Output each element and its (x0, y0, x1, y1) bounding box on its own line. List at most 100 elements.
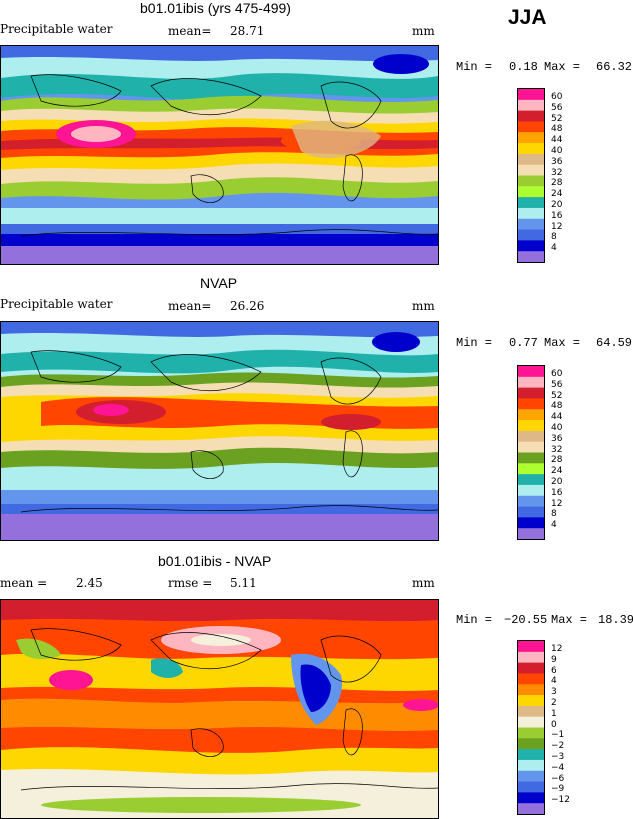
panel3-legend-label: 4 (551, 676, 557, 687)
legend-swatch (518, 121, 544, 133)
legend-swatch (518, 89, 544, 101)
panel1-variable: Precipitable water (0, 22, 113, 36)
panel2-mean-label: mean= (168, 299, 212, 313)
panel3-max-value: 18.39 (598, 613, 633, 627)
legend-swatch (518, 673, 544, 685)
panel1-legend-label: 52 (551, 113, 563, 124)
panel1-legend-label: 44 (551, 135, 563, 146)
panel2-legend-label: 44 (551, 412, 563, 423)
panel3-legend-svg (518, 641, 544, 815)
panel2-legend-label: 40 (551, 422, 563, 433)
panel3-legend-label: −9 (551, 784, 565, 795)
legend-swatch (518, 164, 544, 176)
panel3-legend-swatches (518, 641, 544, 815)
legend-swatch (518, 684, 544, 696)
legend-swatch (518, 759, 544, 772)
panel1-mean-value: 28.71 (230, 24, 265, 38)
panel1-legend-label: 40 (551, 145, 563, 156)
panel2-legend-label: 52 (551, 390, 563, 401)
panel3-map-field (1, 600, 438, 818)
panel3-mean-value: 2.45 (76, 576, 103, 590)
panel2-min-value: 0.77 (509, 336, 538, 350)
legend-swatch (518, 366, 544, 378)
panel3-min-label: Min = (456, 613, 493, 627)
panel1-legend-label: 28 (551, 178, 563, 189)
panel2-max-value: 64.59 (596, 336, 633, 350)
legend-swatch (518, 143, 544, 155)
panel3-rmse-value: 5.11 (230, 576, 257, 590)
panel1-legend-swatches (518, 89, 544, 263)
panel2-title: NVAP (200, 275, 238, 291)
panel3-legend-bar (517, 640, 545, 815)
panel3-legend-label: 2 (551, 697, 557, 708)
panel2-min-label: Min = (456, 336, 493, 350)
legend-swatch (518, 153, 544, 166)
panel1-map-field (1, 46, 438, 264)
panel1-map (0, 45, 439, 265)
panel1-legend-label: 48 (551, 124, 563, 135)
legend-swatch (518, 484, 544, 497)
legend-swatch (518, 517, 544, 529)
panel3-map (0, 599, 439, 819)
panel2-legend-bar (517, 365, 545, 540)
legend-swatch (518, 695, 544, 707)
legend-swatch (518, 207, 544, 220)
panel3-legend-label: −12 (551, 795, 570, 806)
panel1-legend-label: 12 (551, 221, 563, 232)
legend-swatch (518, 398, 544, 410)
panel3-mean-label: mean = (0, 576, 48, 590)
panel3-rmse-label: rmse = (168, 576, 213, 590)
legend-swatch (518, 229, 544, 241)
panel2-legend-label: 48 (551, 401, 563, 412)
season-label: JJA (508, 6, 547, 29)
panel1-unit: mm (412, 24, 435, 38)
panel1-legend-labels: 60 56 52 48 44 40 36 32 28 24 20 16 12 8… (551, 92, 591, 254)
panel3-title: b01.01ibis - NVAP (158, 553, 272, 569)
panel2-legend-swatches (518, 366, 544, 540)
legend-swatch (518, 705, 544, 718)
panel2-map (0, 321, 439, 541)
legend-swatch (518, 651, 544, 664)
panel3-legend-label: 12 (551, 644, 563, 654)
legend-swatch (518, 662, 544, 674)
panel3-max-label: Max = (551, 613, 588, 627)
panel1-max-label: Max = (544, 60, 581, 74)
panel1-mean-label: mean= (168, 24, 212, 38)
panel3-legend-label: 3 (551, 687, 557, 698)
panel1-min-label: Min = (456, 60, 493, 74)
legend-swatch (518, 387, 544, 399)
legend-swatch (518, 132, 544, 144)
panel2-legend-label: 60 (551, 369, 563, 379)
panel2-legend-labels: 60 56 52 48 44 40 36 32 28 24 20 16 12 8… (551, 369, 591, 531)
panel1-min-value: 0.18 (509, 60, 538, 74)
panel3-legend-labels: 12 9 6 4 3 2 1 0 −1 −2 −3 −4 −6 −9 −12 (551, 644, 591, 806)
panel3-legend-label: 1 (551, 708, 557, 719)
panel1-legend-label: 36 (551, 156, 563, 167)
panel1-title: b01.01ibis (yrs 475-499) (140, 0, 291, 16)
legend-swatch (518, 641, 544, 653)
legend-swatch (518, 803, 544, 815)
panel1-legend-label: 8 (551, 232, 557, 243)
legend-swatch (518, 495, 544, 508)
legend-swatch (518, 110, 544, 122)
legend-swatch (518, 452, 544, 464)
legend-swatch (518, 792, 544, 804)
legend-swatch (518, 770, 544, 783)
panel2-max-label: Max = (544, 336, 581, 350)
panel1-legend-label: 56 (551, 102, 563, 113)
legend-swatch (518, 420, 544, 432)
legend-swatch (518, 99, 544, 112)
panel3-legend-label: 6 (551, 665, 557, 676)
legend-swatch (518, 474, 544, 486)
legend-swatch (518, 749, 544, 761)
legend-swatch (518, 716, 544, 728)
panel3-legend-label: 0 (551, 719, 557, 730)
panel3-legend-label: −2 (551, 741, 565, 752)
panel2-legend-label: 28 (551, 455, 563, 466)
panel2-legend-label: 32 (551, 444, 563, 455)
panel2-legend-label: 12 (551, 498, 563, 509)
panel2-variable: Precipitable water (0, 297, 113, 311)
legend-swatch (518, 738, 544, 750)
legend-swatch (518, 186, 544, 198)
legend-swatch (518, 251, 544, 263)
